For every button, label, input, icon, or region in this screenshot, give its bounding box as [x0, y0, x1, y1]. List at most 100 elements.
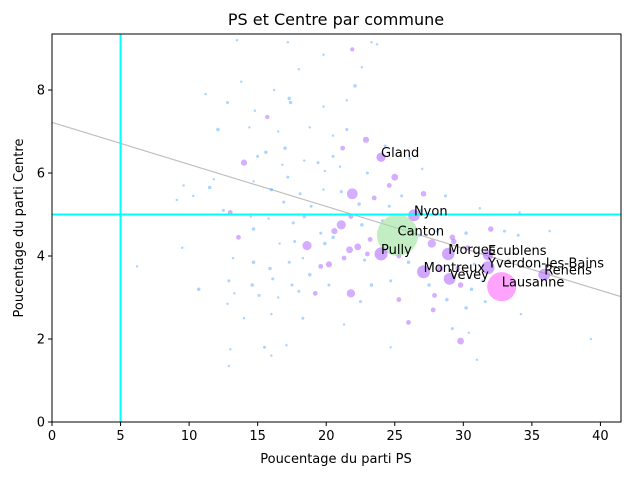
scatter-point [367, 237, 373, 242]
scatter-point [507, 258, 511, 262]
scatter-point [467, 331, 471, 335]
scatter-point [420, 167, 424, 171]
scatter-point [225, 100, 230, 104]
plot-area: Gland Nyon Canton Pully MorgesEcublensYverdo… [52, 34, 621, 422]
scatter-point [285, 343, 288, 347]
point-label: Renens [544, 264, 592, 279]
axes-frame [51, 33, 622, 423]
scatter-point [249, 215, 253, 218]
scatter-point [322, 188, 325, 191]
x-axis-title: Poucentage du parti PS [260, 452, 412, 467]
scatter-point [256, 154, 260, 158]
labeled-point [442, 247, 455, 261]
scatter-point [365, 171, 369, 175]
scatter-point [331, 134, 335, 137]
point-label: Nyon [414, 204, 448, 219]
scatter-point [346, 188, 358, 200]
scatter-point [483, 300, 487, 304]
scatter-point [264, 150, 268, 155]
scatter-point [267, 217, 270, 220]
scatter-point [265, 114, 270, 120]
scatter-point [319, 231, 323, 235]
scatter-point [375, 43, 379, 46]
y-axis-title: Poucentage du parti Centre [12, 139, 27, 318]
scatter-point [430, 307, 436, 313]
x-tick-label: 35 [524, 429, 541, 444]
scatter-point [472, 262, 476, 266]
scatter-point [369, 283, 374, 287]
scatter-point [297, 68, 301, 71]
scatter-point [408, 156, 412, 161]
scatter-point [216, 127, 220, 132]
x-tick-label: 20 [318, 429, 335, 444]
scatter-point [221, 208, 225, 212]
scatter-point [181, 246, 184, 249]
scatter-point [502, 229, 506, 233]
scatter-point [370, 41, 373, 44]
scatter-point [276, 296, 280, 299]
scatter-point [227, 279, 231, 283]
scatter-point [519, 312, 523, 316]
scatter-point [322, 53, 325, 56]
point-label: Ecublens [488, 244, 547, 259]
x-tick-label: 5 [116, 429, 124, 444]
scatter-point [301, 316, 305, 320]
labeled-point [417, 265, 431, 279]
scatter-point [281, 163, 284, 166]
scatter-point [457, 337, 464, 345]
scatter-point [406, 320, 411, 325]
y-tick-label: 4 [37, 250, 45, 265]
scatter-point [135, 265, 139, 268]
point-label: Yverdon-les-Bains [487, 257, 604, 272]
x-tick-label: 30 [455, 429, 472, 444]
scatter-point [363, 258, 367, 262]
scatter-point [340, 145, 346, 151]
scatter-point [253, 109, 257, 113]
scatter-point [589, 337, 593, 341]
scatter-point [358, 300, 363, 304]
scatter-point [386, 183, 392, 188]
scatter-point [389, 279, 393, 283]
scatter-point [291, 221, 295, 225]
scatter-point [450, 238, 457, 245]
scatter-point [251, 227, 256, 231]
point-label: Lausanne [502, 276, 565, 291]
scatter-point [327, 283, 331, 287]
scatter-point [270, 312, 273, 316]
scatter-point [196, 287, 201, 291]
scatter-point [251, 260, 256, 264]
scatter-point [345, 99, 349, 102]
scatter-point [262, 345, 267, 349]
scatter-point [270, 354, 273, 357]
x-tick-label: 25 [386, 429, 403, 444]
scatter-point [389, 346, 392, 349]
scatter-point [538, 265, 542, 268]
point-label: Montreux [424, 261, 486, 276]
scatter-point [283, 146, 287, 150]
scatter-point [336, 220, 346, 230]
scatter-point [342, 323, 346, 326]
scatter-point [302, 241, 312, 251]
scatter-point [297, 289, 301, 293]
scatter-point [357, 202, 361, 206]
scatter-point [354, 243, 362, 251]
scatter-point [345, 127, 349, 131]
scatter-point [383, 144, 387, 148]
scatter-point [455, 266, 461, 271]
scatter-point [487, 226, 494, 232]
scatter-point [212, 177, 216, 181]
scatter-point [204, 92, 207, 96]
scatter-point [290, 283, 294, 287]
scatter-point [282, 200, 286, 204]
scatter-point [278, 242, 281, 245]
scatter-point [419, 208, 423, 212]
scatter-point [518, 211, 521, 214]
labeled-point [376, 214, 419, 256]
scatter-point [226, 302, 229, 305]
scatter-point [287, 96, 291, 101]
scatter-point [182, 184, 185, 187]
scatter-point [331, 154, 335, 158]
scatter-point [478, 207, 482, 210]
scatter-point [303, 159, 306, 162]
